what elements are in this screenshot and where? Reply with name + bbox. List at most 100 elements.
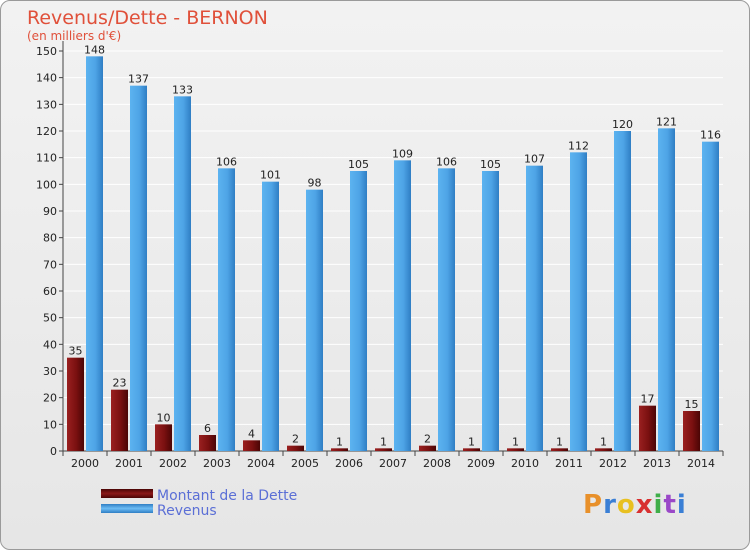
- y-tick-label: 70: [43, 258, 57, 271]
- bar-revenus: [482, 171, 499, 451]
- value-label: 112: [568, 139, 589, 152]
- value-label: 1: [336, 435, 343, 448]
- logo-letter: r: [603, 490, 617, 520]
- logo-letter: x: [635, 490, 654, 520]
- x-tick-label: 2012: [599, 457, 627, 470]
- y-tick-label: 0: [50, 445, 57, 458]
- value-label: 17: [641, 393, 655, 406]
- legend: Montant de la Dette Revenus: [101, 488, 297, 519]
- y-tick-label: 110: [36, 152, 57, 165]
- logo-letter: i: [676, 490, 687, 520]
- value-label: 23: [113, 377, 127, 390]
- y-tick-label: 140: [36, 72, 57, 85]
- grid-lines: [63, 50, 723, 425]
- value-label: 1: [600, 435, 607, 448]
- legend-swatch-revenus: [101, 504, 153, 513]
- bar-dette: [419, 445, 436, 451]
- bar-dette: [551, 448, 568, 451]
- value-label: 107: [524, 153, 545, 166]
- y-tick-label: 60: [43, 285, 57, 298]
- value-label: 109: [392, 147, 413, 160]
- x-tick-label: 2002: [159, 457, 187, 470]
- x-tick-label: 2008: [423, 457, 451, 470]
- bar-revenus: [130, 85, 147, 452]
- y-tick-label: 40: [43, 338, 57, 351]
- value-label: 15: [685, 398, 699, 411]
- y-tick-label: 130: [36, 98, 57, 111]
- bar-revenus: [614, 131, 631, 451]
- bar-dette: [243, 440, 260, 451]
- value-label: 98: [308, 177, 322, 190]
- y-tick-label: 150: [36, 45, 57, 58]
- bar-dette: [199, 435, 216, 451]
- value-label: 1: [512, 435, 519, 448]
- logo-letter: t: [663, 490, 677, 520]
- value-label: 105: [348, 158, 369, 171]
- bars: [67, 56, 719, 452]
- value-label: 106: [436, 155, 457, 168]
- y-tick-label: 10: [43, 418, 57, 431]
- bar-revenus: [658, 128, 675, 451]
- x-tick-label: 2001: [115, 457, 143, 470]
- value-label: 6: [204, 422, 211, 435]
- value-label: 133: [172, 83, 193, 96]
- x-tick-label: 2006: [335, 457, 363, 470]
- y-axis-ticks: 0 10 20 30 40 50 60 70 80 90 100 110 120 130 140 150: [36, 45, 63, 458]
- value-label: 1: [556, 435, 563, 448]
- x-tick-label: 2003: [203, 457, 231, 470]
- bar-dette: [155, 424, 172, 451]
- value-label: 120: [612, 118, 633, 131]
- value-label: 101: [260, 169, 281, 182]
- chart-subtitle: (en milliers d'€): [27, 29, 121, 43]
- bar-revenus: [570, 152, 587, 452]
- bar-dette: [507, 448, 524, 451]
- x-tick-label: 2000: [71, 457, 99, 470]
- x-tick-label: 2007: [379, 457, 407, 470]
- bar-revenus: [438, 168, 455, 452]
- value-label: 148: [84, 43, 105, 56]
- bar-revenus: [702, 141, 719, 451]
- bar-dette: [67, 357, 84, 451]
- value-label: 2: [292, 433, 299, 446]
- bar-dette: [375, 448, 392, 451]
- x-tick-label: 2014: [687, 457, 715, 470]
- y-tick-label: 80: [43, 232, 57, 245]
- value-label: 1: [468, 435, 475, 448]
- bar-revenus: [394, 160, 411, 452]
- proxiti-logo: Proxiti: [583, 490, 687, 520]
- x-tick-label: 2005: [291, 457, 319, 470]
- value-label: 2: [424, 433, 431, 446]
- y-tick-label: 20: [43, 392, 57, 405]
- bar-dette: [463, 448, 480, 451]
- y-tick-label: 50: [43, 312, 57, 325]
- x-tick-label: 2010: [511, 457, 539, 470]
- x-axis-ticks: 2000 2001 2002 2003 2004 2005 2006 2007 2008 2009…: [62, 451, 724, 470]
- value-label: 4: [248, 427, 255, 440]
- bar-dette: [111, 389, 128, 451]
- legend-swatch-dette: [101, 489, 153, 498]
- x-tick-label: 2013: [643, 457, 671, 470]
- x-tick-label: 2004: [247, 457, 275, 470]
- bar-revenus: [262, 181, 279, 451]
- logo-letter: o: [616, 490, 636, 520]
- value-labels: 3514823137101336106410129811051109210611…: [69, 43, 722, 448]
- value-label: 1: [380, 435, 387, 448]
- logo-letter: P: [583, 490, 604, 520]
- bar-dette: [639, 405, 656, 451]
- logo-letter: i: [653, 490, 664, 520]
- y-tick-label: 100: [36, 178, 57, 191]
- bar-revenus: [306, 189, 323, 451]
- value-label: 105: [480, 158, 501, 171]
- chart-title: Revenus/Dette - BERNON: [27, 7, 268, 29]
- x-tick-label: 2011: [555, 457, 583, 470]
- legend-label-dette: Montant de la Dette: [157, 488, 297, 504]
- value-label: 106: [216, 155, 237, 168]
- x-tick-label: 2009: [467, 457, 495, 470]
- y-tick-label: 30: [43, 365, 57, 378]
- bar-dette: [331, 448, 348, 451]
- bar-revenus: [174, 96, 191, 451]
- value-label: 10: [157, 411, 171, 424]
- value-label: 35: [69, 345, 83, 358]
